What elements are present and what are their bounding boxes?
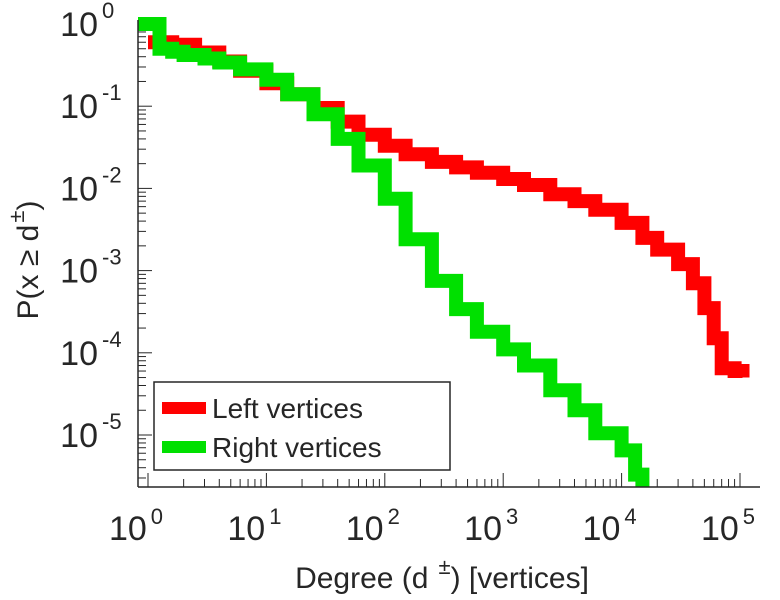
y-tick-label-base: 10 [60,253,98,291]
y-tick-label: 10 -2 [60,162,121,208]
x-tick-label: 10 0 [109,504,163,548]
y-tick-label: 10 -3 [60,245,121,291]
y-axis-label: P(x ≥ d ±) [4,201,45,320]
x-tick-label-base: 10 [583,510,621,548]
x-tick-label-exponent: 5 [743,504,755,529]
y-tick-label: 10 -4 [60,327,121,373]
y-tick-label-base: 10 [60,170,98,208]
y-tick-label-base: 10 [60,335,98,373]
y-tick-label-exponent: 0 [102,0,114,23]
x-tick-label: 10 5 [701,504,755,548]
x-axis-label-text: Degree (d [295,562,428,595]
x-tick-label-exponent: 2 [388,504,400,529]
legend: Left vertices Right vertices [153,381,451,471]
x-tick-label-exponent: 4 [624,504,636,529]
y-tick-label-exponent: -5 [102,409,122,434]
y-tick-label-exponent: -3 [102,245,122,270]
x-tick-label-base: 10 [346,510,384,548]
x-tick-label: 10 1 [227,504,281,548]
minor-ticks [138,23,741,487]
tick-labels: 10 0 10 1 10 2 10 3 10 4 10 510 010 -110 -210 -310 -410-… [60,0,755,548]
x-tick-label-exponent: 1 [269,504,281,529]
x-axis-label-tail: ) [vertices] [451,562,589,595]
x-tick-label-base: 10 [109,510,147,548]
y-axis-label-sup: ± [4,211,29,223]
x-tick-label-base: 10 [701,510,739,548]
y-tick-label-exponent: -2 [102,162,122,187]
y-tick-label: 10 0 [60,0,114,44]
x-tick-label: 10 4 [583,504,637,548]
y-tick-label-base: 10 [60,6,98,44]
x-tick-label-exponent: 3 [506,504,518,529]
series-layer [138,17,750,487]
y-axis-label-tail: ) [12,201,45,211]
y-axis-label-text: P(x ≥ d [12,225,45,320]
x-axis-label-sup: ± [438,554,450,579]
y-tick-label-exponent: -1 [102,80,122,105]
x-tick-label-exponent: 0 [151,504,163,529]
y-tick-label: 10 -1 [60,80,121,126]
x-axis-label: Degree (d ±) [vertices] [295,554,589,595]
series-line-right-vertices [138,17,650,487]
legend-label-right-vertices: Right vertices [212,432,382,463]
y-tick-label-exponent: -4 [102,327,122,352]
x-tick-label-base: 10 [464,510,502,548]
x-tick-label: 10 2 [346,504,400,548]
y-tick-label-base: 10 [60,88,98,126]
y-tick-label-base: 10 [60,417,98,455]
y-tick-label: 10 -5 [60,409,121,455]
legend-box [153,381,451,471]
x-tick-label-base: 10 [227,510,265,548]
x-tick-label: 10 3 [464,504,518,548]
legend-label-left-vertices: Left vertices [212,393,363,424]
